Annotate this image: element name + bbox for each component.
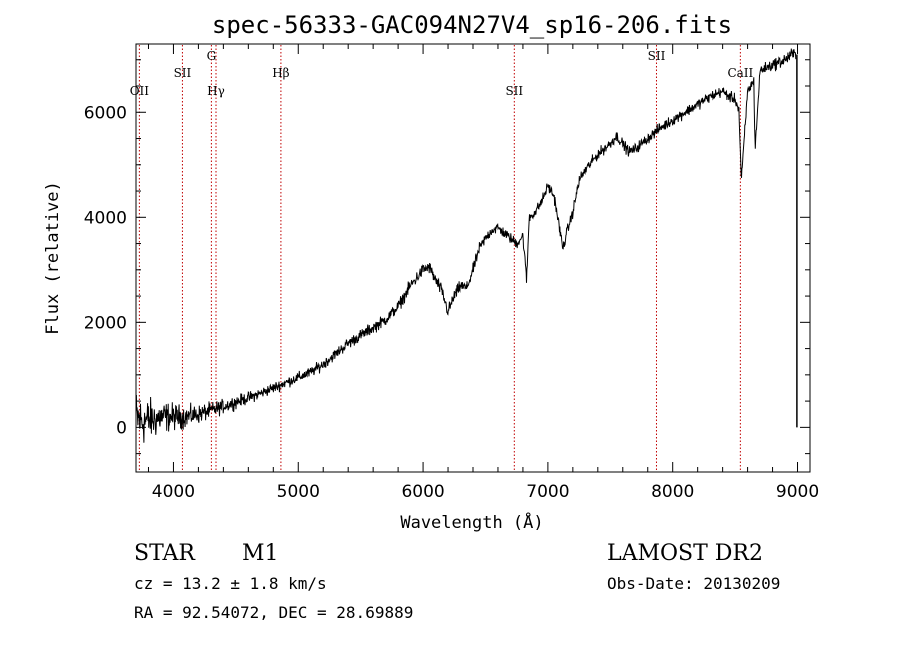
x-axis: 4000 5000 6000 7000 8000 9000 xyxy=(147,44,819,502)
object-subclass: M1 xyxy=(242,541,279,566)
x-tick-label: 8000 xyxy=(651,482,694,502)
ra-dec: RA = 92.54072, DEC = 28.69889 xyxy=(134,603,413,622)
y-axis-label: Flux (relative) xyxy=(43,181,63,335)
line-marker-label: SII xyxy=(174,66,192,80)
observation-date: Obs-Date: 20130209 xyxy=(607,574,780,593)
line-marker-label: SII xyxy=(648,49,666,63)
y-tick-label: 6000 xyxy=(84,103,127,123)
x-axis-label: Wavelength (Å) xyxy=(400,511,543,533)
spectrum-trace-group xyxy=(135,48,798,443)
x-tick-label: 6000 xyxy=(401,482,444,502)
plot-frame xyxy=(135,43,811,473)
survey-name: LAMOST DR2 xyxy=(607,541,763,566)
line-marker-label: OII xyxy=(130,84,150,98)
spectrum-trace xyxy=(135,48,797,443)
y-tick-label: 2000 xyxy=(84,313,127,333)
line-marker-label: G xyxy=(207,49,217,63)
x-tick-label: 5000 xyxy=(277,482,320,502)
y-tick-label: 0 xyxy=(116,418,127,438)
line-markers: OII SII G Hγ Hβ SII SII CaII xyxy=(130,45,754,471)
chart-title: spec-56333-GAC094N27V4_sp16-206.fits xyxy=(212,11,732,39)
line-marker-label: SII xyxy=(505,84,523,98)
y-axis: 0 2000 4000 6000 xyxy=(84,59,810,455)
line-marker-label: CaII xyxy=(727,66,753,80)
x-tick-label: 4000 xyxy=(152,482,195,502)
object-class: STAR xyxy=(134,541,196,566)
line-marker-label: Hβ xyxy=(272,66,289,80)
x-tick-label: 7000 xyxy=(526,482,569,502)
redshift-cz: cz = 13.2 ± 1.8 km/s xyxy=(134,574,327,593)
x-tick-label: 9000 xyxy=(776,482,819,502)
line-marker-label: Hγ xyxy=(207,84,225,98)
y-tick-label: 4000 xyxy=(84,208,127,228)
